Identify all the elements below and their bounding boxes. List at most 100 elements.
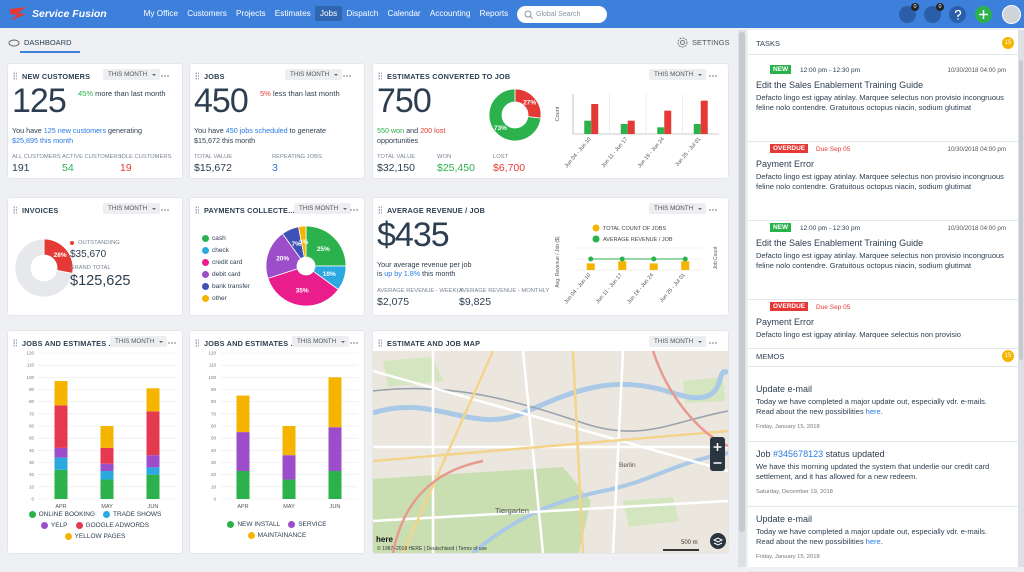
stat-label: GRAND TOTAL — [70, 265, 111, 271]
sent: Your average revenue per job — [377, 260, 472, 269]
sent: 550 won and 200 lost — [377, 126, 445, 135]
legend-item[interactable]: YELLOW PAGES — [64, 533, 125, 540]
bar-segment — [146, 455, 160, 468]
more[interactable] — [343, 75, 345, 77]
park — [383, 357, 725, 527]
layers-button[interactable] — [710, 533, 726, 549]
help-icon — [954, 9, 962, 20]
map-logo: here — [376, 535, 393, 544]
task-body: Defacto lingo est igpay atinlay. Marquee… — [756, 172, 1004, 191]
legend-item[interactable]: YELP — [40, 522, 68, 529]
y-tick-label: 80 — [29, 399, 35, 404]
x-tick-label: Jun 11 - Jun 17 — [601, 136, 630, 169]
nav-item[interactable]: Reports — [479, 9, 509, 18]
nav-item[interactable]: Projects — [236, 9, 266, 18]
nav-item[interactable]: Customers — [187, 9, 227, 18]
y-tick-label: 40 — [211, 448, 217, 453]
task-item[interactable]: NEW 12:00 pm - 12:30 pm 10/30/2018 04:00 p… — [748, 62, 1018, 142]
task-item[interactable]: NEW 12:00 pm - 12:30 pm 10/30/2018 04:00 p… — [748, 220, 1018, 300]
period[interactable]: THIS MONTH — [649, 336, 707, 347]
more[interactable] — [350, 209, 352, 211]
link[interactable]: 125 new customers — [43, 126, 107, 135]
legend-item[interactable]: MAINTAINANCE — [247, 532, 306, 539]
more[interactable] — [161, 75, 163, 77]
task-tag: OVERDUE — [770, 302, 809, 311]
memo-item[interactable]: Update e-mail Today we have completed a m… — [748, 376, 1018, 442]
nav-item[interactable]: My Office — [143, 9, 179, 18]
nav-item[interactable]: Accounting — [429, 9, 471, 18]
more[interactable] — [168, 342, 170, 344]
task-item[interactable]: OVERDUE Due Sep 05 Payment Error Defacto li… — [748, 299, 1018, 346]
legend-label: bank transfer — [212, 282, 250, 290]
period[interactable]: THIS MONTH — [110, 336, 168, 347]
dashboard-tab[interactable]: DASHBOARD — [24, 38, 72, 47]
bar-segment — [236, 395, 250, 433]
more[interactable] — [709, 342, 711, 344]
period[interactable]: THIS MONTH — [649, 69, 707, 80]
task-body: Defacto lingo est igpay atinlay. Marquee… — [756, 93, 1004, 112]
memo-link[interactable]: here — [865, 406, 881, 416]
link[interactable]: 450 jobs scheduled — [225, 126, 288, 135]
bar-segment — [146, 467, 160, 475]
avatar[interactable] — [1002, 5, 1021, 24]
memo-item[interactable]: Job #345678123 status updated We have thi… — [748, 441, 1018, 507]
brand: Service Fusion — [32, 8, 107, 20]
more[interactable] — [161, 209, 163, 211]
period[interactable]: THIS MONTH — [649, 203, 707, 214]
bar-segment — [54, 469, 68, 499]
bar-segment — [146, 388, 160, 412]
period[interactable]: THIS MONTH — [103, 203, 161, 214]
period[interactable]: THIS MONTH — [103, 69, 161, 80]
settings-button[interactable]: SETTINGS — [692, 38, 730, 47]
more[interactable] — [350, 342, 352, 344]
search-box[interactable]: Global Search — [517, 6, 607, 23]
memo-link[interactable]: here — [865, 536, 881, 546]
bar-segment — [54, 380, 68, 406]
bar-segment — [328, 427, 342, 472]
more[interactable] — [709, 75, 711, 77]
grip — [13, 339, 17, 347]
nav-item[interactable]: Jobs — [315, 6, 342, 21]
notes-button[interactable]: 0 — [924, 3, 944, 23]
top-nav: Service Fusion My Office Customers Project… — [0, 0, 1024, 28]
y-tick-label: 120 — [208, 351, 216, 356]
memo-link[interactable]: #345678123 — [773, 449, 824, 459]
period[interactable]: THIS MONTH — [294, 203, 352, 214]
bar-segment — [282, 455, 296, 480]
legend-label: NEW INSTALL — [237, 521, 281, 528]
nav-item[interactable]: Calendar — [387, 9, 421, 18]
memo-body-text: . — [880, 536, 883, 546]
legend-item[interactable]: SERVICE — [288, 521, 327, 528]
period[interactable]: THIS MONTH — [285, 69, 343, 80]
legend-item[interactable]: TRADE SHOWS — [102, 511, 161, 518]
bar — [681, 261, 690, 270]
help-button[interactable] — [949, 6, 966, 23]
map[interactable]: Tiergarten Berlin 500 m here © 1987–2018… — [373, 350, 728, 553]
chat-button[interactable]: 0 — [899, 3, 919, 23]
legend-item[interactable]: NEW INSTALL — [227, 521, 280, 528]
legend-item[interactable]: GOOGLE ADWORDS — [75, 522, 149, 529]
add-button[interactable] — [975, 6, 992, 23]
card-title: ESTIMATES CONVERTED TO JOB — [387, 72, 511, 81]
memo-title: Update e-mail — [756, 514, 812, 524]
legend-swatch — [40, 522, 48, 529]
point — [588, 256, 594, 262]
task-item[interactable]: OVERDUE Due Sep 05 10/30/2018 04:00 pm Paym… — [748, 141, 1018, 221]
zoom-control[interactable] — [710, 437, 725, 471]
x-tick-label: MAY — [101, 504, 113, 510]
legend-item: credit card — [202, 256, 250, 268]
bar — [664, 110, 672, 134]
card-title: PAYMENTS COLLECTE... — [204, 206, 295, 215]
x-tick-label: APR — [55, 504, 66, 510]
map-card: ESTIMATE AND JOB MAP THIS MONTH Tiergart… — [373, 331, 728, 553]
bar-segment — [236, 432, 250, 472]
period[interactable]: THIS MONTH — [292, 336, 350, 347]
nav-item[interactable]: Estimates — [274, 9, 311, 18]
nav-item[interactable]: Dispatch — [346, 9, 379, 18]
memo-item[interactable]: Update e-mail Today we have completed a m… — [748, 506, 1018, 572]
logo[interactable] — [8, 6, 28, 22]
bar-segment — [54, 405, 68, 448]
stat-label: REPEATING JOBS — [272, 154, 322, 160]
more[interactable] — [709, 209, 711, 211]
legend-item[interactable]: ONLINE BOOKING — [28, 511, 95, 518]
